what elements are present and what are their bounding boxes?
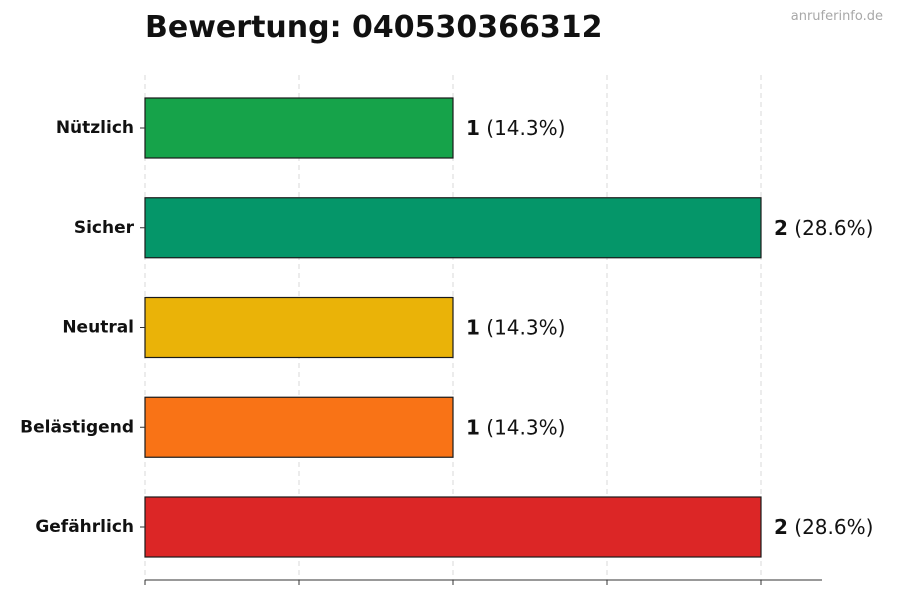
labels: Nützlich 1 (14.3%) Sicher 2 (28.6%) Neutral 1… <box>20 116 873 539</box>
value-percent: (14.3%) <box>480 316 566 340</box>
bar <box>144 296 454 359</box>
category-label: Sicher <box>74 218 135 238</box>
value-label: 2 (28.6%) <box>774 515 873 539</box>
value-label: 2 (28.6%) <box>774 216 873 240</box>
value-count: 2 <box>774 216 788 240</box>
bar <box>144 97 454 159</box>
bar <box>144 496 762 558</box>
value-percent: (14.3%) <box>480 415 566 439</box>
chart-title: Bewertung: 040530366312 <box>145 10 603 45</box>
value-percent: (28.6%) <box>788 216 874 240</box>
watermark: anruferinfo.de <box>790 9 883 24</box>
value-percent: (14.3%) <box>480 116 566 140</box>
value-count: 1 <box>466 415 480 439</box>
category-label: Gefährlich <box>35 517 134 537</box>
value-label: 1 (14.3%) <box>466 415 565 439</box>
value-label: 1 (14.3%) <box>466 316 565 340</box>
value-percent: (28.6%) <box>788 515 874 539</box>
value-count: 1 <box>466 116 480 140</box>
value-count: 2 <box>774 515 788 539</box>
bars <box>144 97 762 558</box>
value-count: 1 <box>466 316 480 340</box>
axes <box>140 127 822 585</box>
bar <box>144 197 762 259</box>
category-label: Nützlich <box>56 118 134 138</box>
bar <box>144 396 454 458</box>
category-label: Belästigend <box>20 417 134 437</box>
value-label: 1 (14.3%) <box>466 116 565 140</box>
category-label: Neutral <box>62 318 134 338</box>
